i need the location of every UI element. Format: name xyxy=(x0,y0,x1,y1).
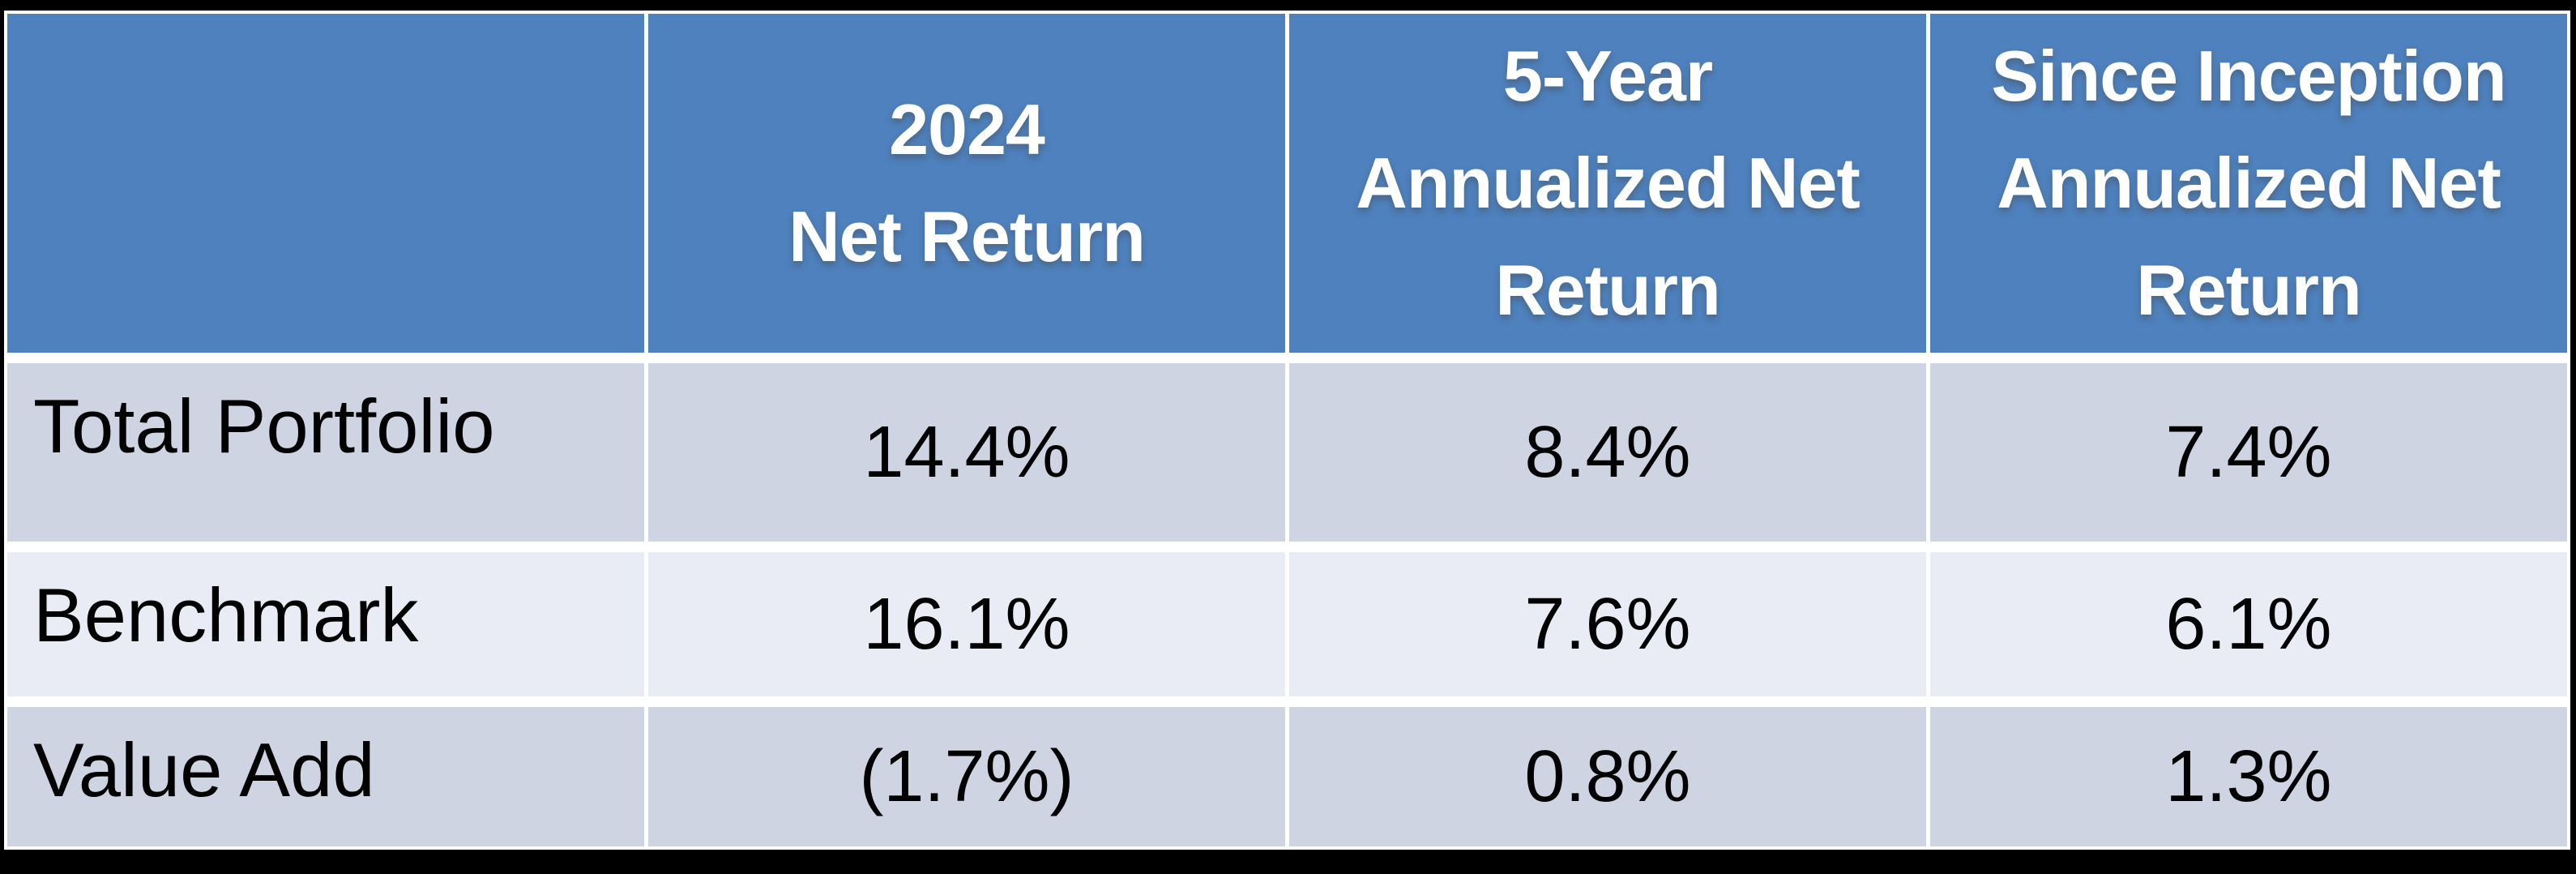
value-benchmark-since-inception: 6.1% xyxy=(1930,552,2567,696)
value-total-portfolio-2024: 14.4% xyxy=(648,363,1285,542)
value-value-add-since-inception: 1.3% xyxy=(1930,707,2567,846)
value-benchmark-5-year: 7.6% xyxy=(1289,552,1926,696)
row-label-benchmark: Benchmark xyxy=(7,552,644,696)
row-label-total-portfolio: Total Portfolio xyxy=(7,363,644,542)
header-cell-2024-net-return: 2024 Net Return xyxy=(648,14,1285,353)
value-benchmark-2024: 16.1% xyxy=(648,552,1285,696)
value-value-add-5-year: 0.8% xyxy=(1289,707,1926,846)
value-total-portfolio-since-inception: 7.4% xyxy=(1930,363,2567,542)
value-value-add-2024: (1.7%) xyxy=(648,707,1285,846)
row-label-value-add: Value Add xyxy=(7,707,644,846)
header-cell-5-year-annualized-net-return: 5-Year Annualized Net Return xyxy=(1289,14,1926,353)
value-total-portfolio-5-year: 8.4% xyxy=(1289,363,1926,542)
header-cell-blank xyxy=(7,14,644,353)
header-cell-since-inception-annualized-net-return: Since Inception Annualized Net Return xyxy=(1930,14,2567,353)
returns-table: 2024 Net Return 5-Year Annualized Net Re… xyxy=(4,11,2570,850)
